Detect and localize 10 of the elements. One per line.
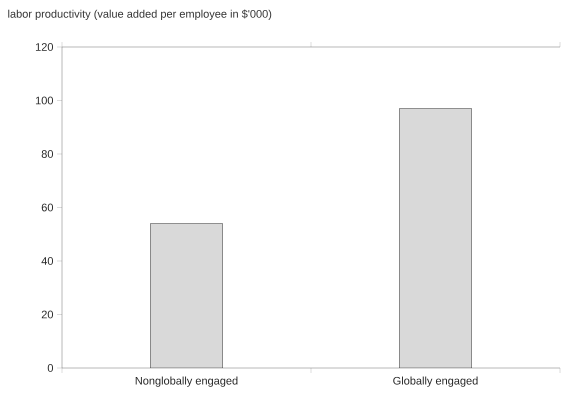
y-tick-label: 80 [42,150,54,158]
x-tick-label: Globally engaged [393,376,478,387]
y-tick-label: 0 [48,364,54,372]
y-tick-label: 40 [41,257,54,265]
x-tick-label: Nonglobally engaged [136,376,238,387]
y-tick-label: 60 [42,204,54,212]
chart-title: labor productivity (value added per employee in $'000) [8,10,272,20]
y-tick-label: 20 [42,310,54,318]
y-tick-label: 120 [36,43,54,51]
y-tick-label: 100 [36,96,54,104]
